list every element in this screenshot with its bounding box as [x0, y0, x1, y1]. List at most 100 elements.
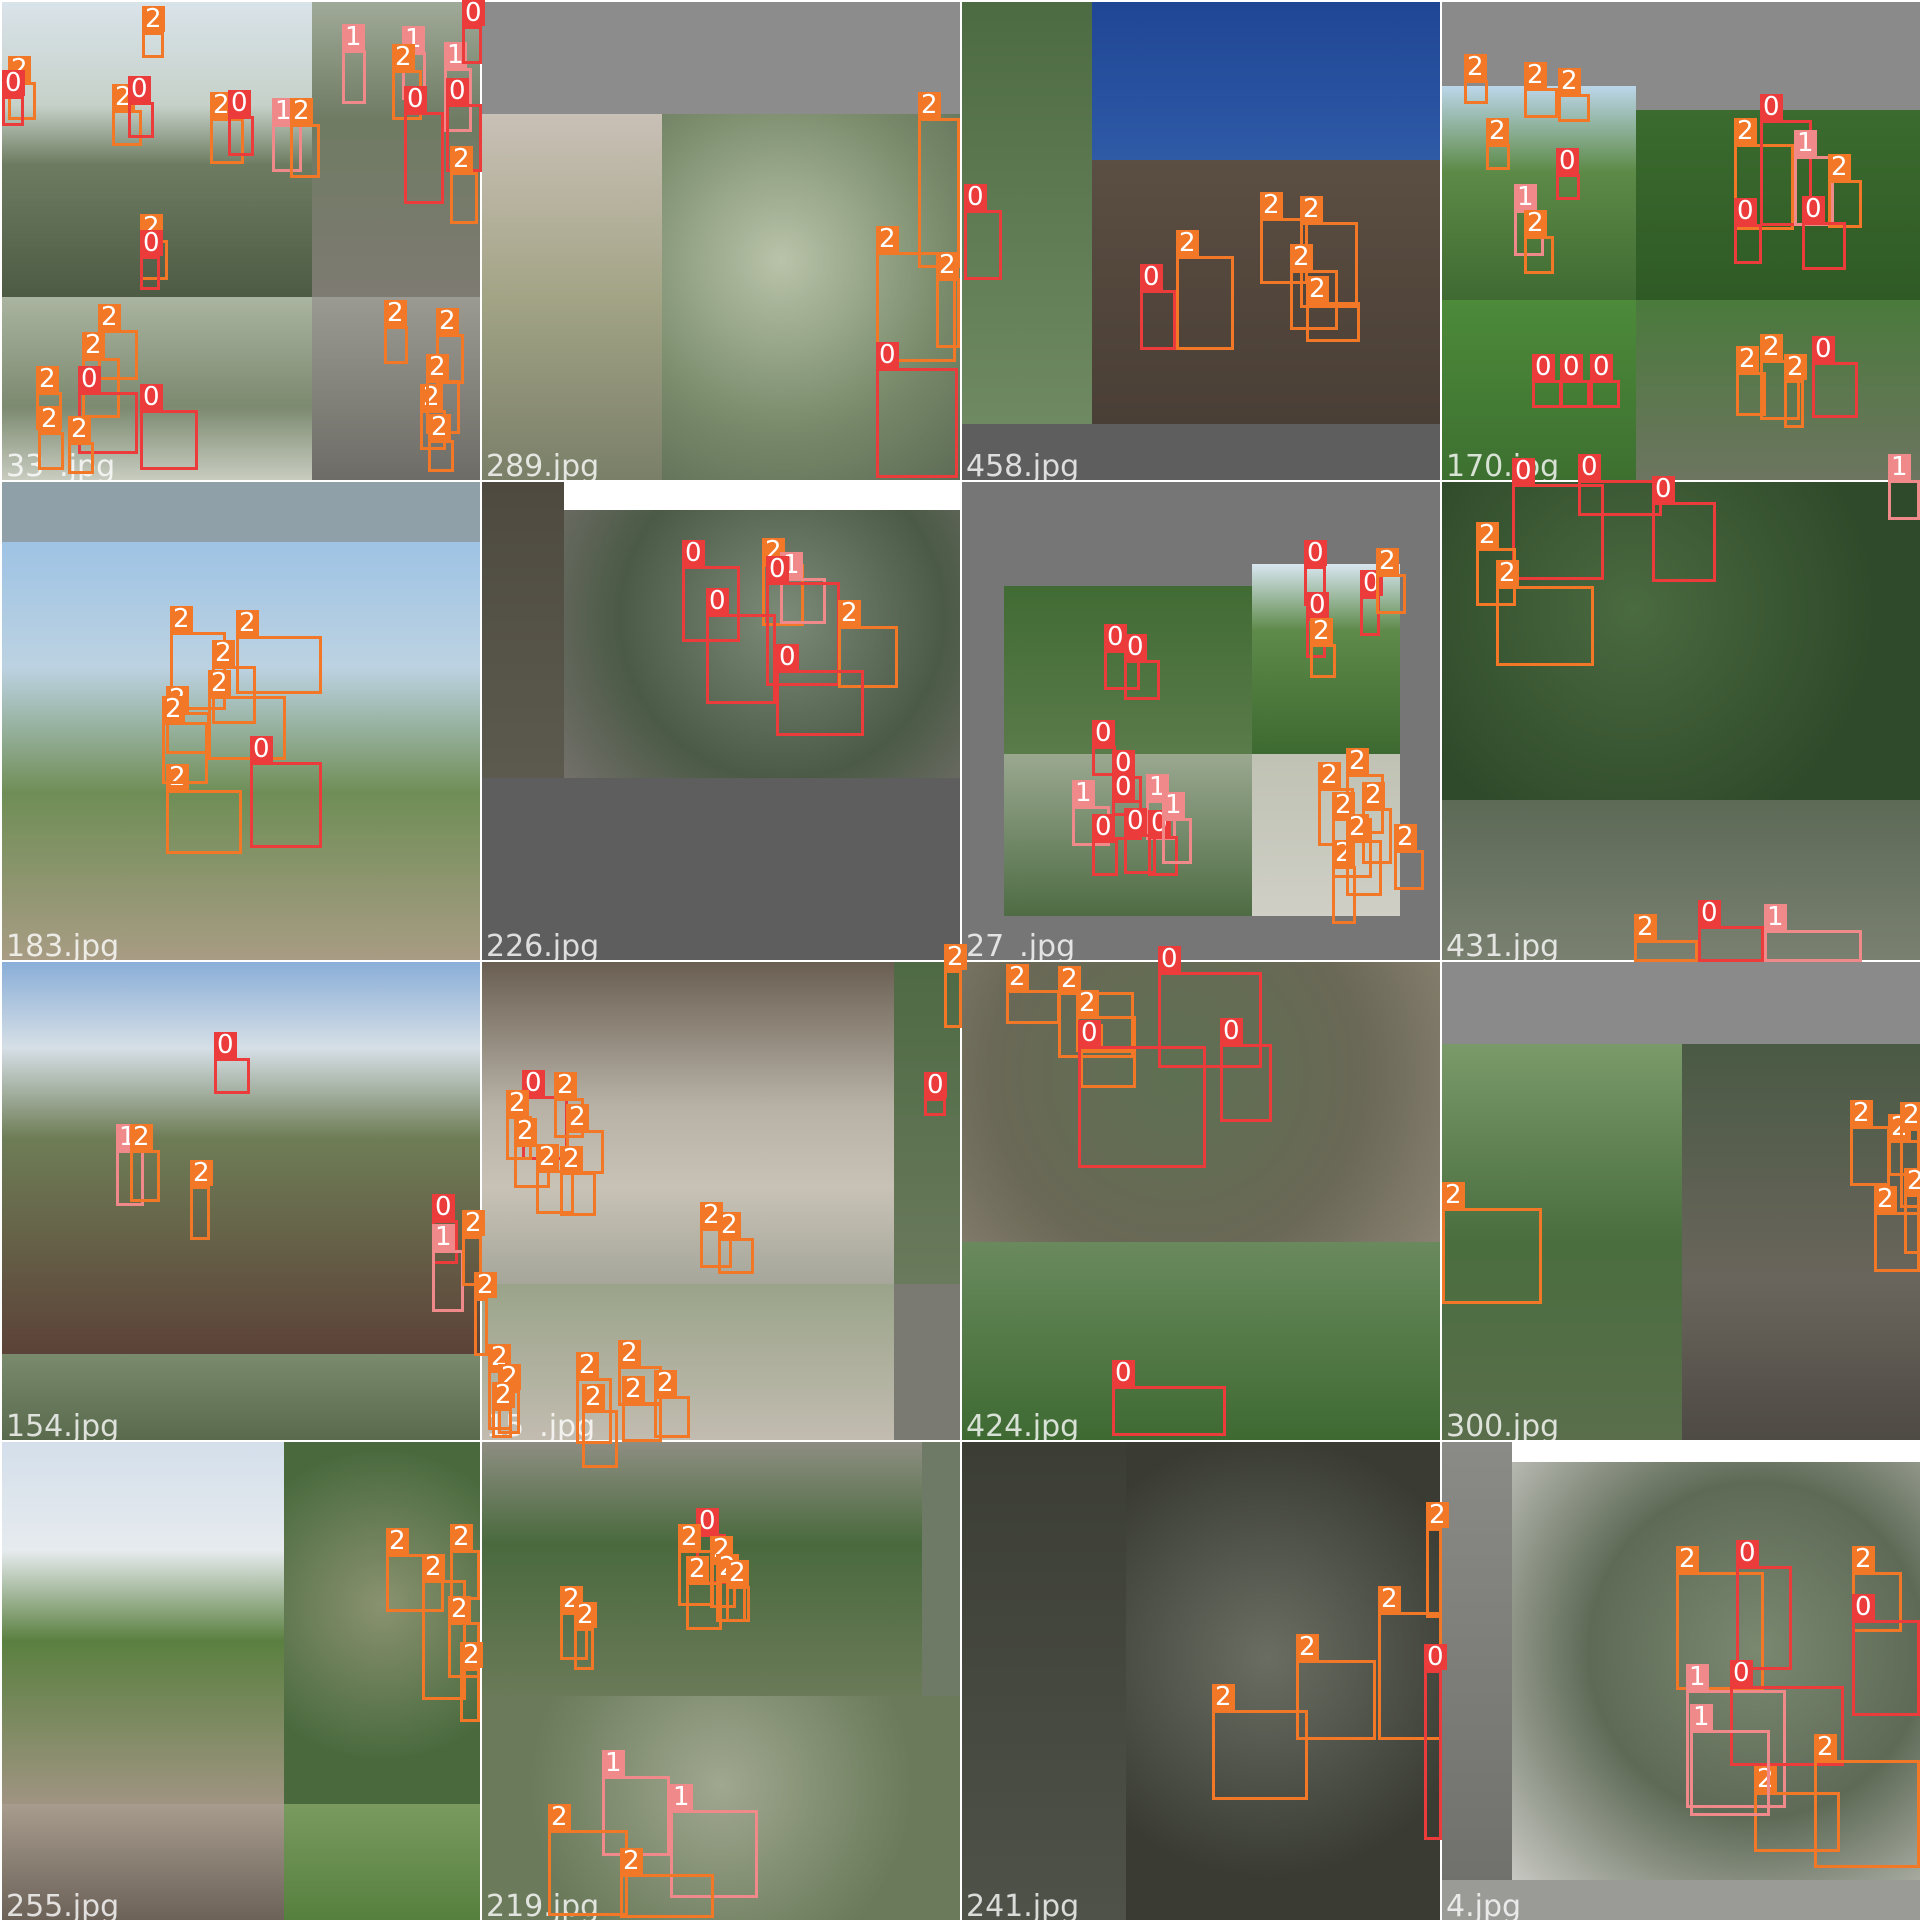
- detection-box: [1176, 256, 1234, 350]
- class-label: 2: [918, 92, 941, 119]
- detection-box: [236, 636, 322, 694]
- class-label: 0: [128, 76, 151, 103]
- class-label: 0: [1736, 1540, 1759, 1567]
- class-label: 2: [936, 252, 959, 279]
- class-label: 2: [142, 6, 165, 33]
- class-label: 2: [1558, 68, 1581, 95]
- class-label: 2: [838, 600, 861, 627]
- detection-box: [1112, 1386, 1226, 1436]
- class-label: 2: [1900, 1102, 1920, 1129]
- detection-box: [384, 326, 408, 364]
- detection-box: [1690, 1730, 1770, 1816]
- detection-box: [428, 440, 454, 472]
- detection-box: [1212, 1710, 1308, 1800]
- class-label: 2: [488, 1344, 511, 1371]
- detection-box: [342, 50, 366, 104]
- detection-box: [582, 1410, 618, 1468]
- detection-box: [1802, 222, 1846, 270]
- detection-box: [1140, 290, 1176, 350]
- tile-filename: 183.jpg: [6, 929, 120, 960]
- class-label: 2: [678, 1524, 701, 1551]
- class-label: 1: [1162, 792, 1185, 819]
- detection-box: [1486, 144, 1510, 170]
- detection-box: [1736, 1566, 1792, 1670]
- detection-box: [1812, 362, 1858, 418]
- detection-box: [1524, 236, 1554, 274]
- detection-box: [1124, 834, 1156, 874]
- detection-box: [1634, 940, 1698, 962]
- detection-box: [682, 566, 740, 642]
- tile-3: 458.jpg: [962, 2, 1440, 480]
- class-label: 1: [342, 24, 365, 51]
- class-label: 1: [670, 1784, 693, 1811]
- class-label: 1: [1764, 904, 1787, 931]
- tile-filename: 226.jpg: [486, 929, 600, 960]
- class-label: 0: [1730, 1660, 1753, 1687]
- class-label: 0: [766, 556, 789, 583]
- class-label: 2: [210, 92, 233, 119]
- class-label: 2: [386, 1528, 409, 1555]
- class-label: 1: [272, 98, 295, 125]
- detection-box: [1426, 1528, 1442, 1618]
- class-label: 0: [1590, 354, 1613, 381]
- class-label: 2: [460, 1642, 483, 1669]
- class-label: 2: [1260, 192, 1283, 219]
- detection-box: [1158, 972, 1262, 1068]
- class-label: 2: [576, 1352, 599, 1379]
- detection-box: [1512, 484, 1604, 580]
- detection-box: [1652, 502, 1716, 582]
- detection-box: [1360, 596, 1380, 636]
- class-label: 2: [618, 1340, 641, 1367]
- class-label: 2: [1476, 522, 1499, 549]
- tile-filename: 289.jpg: [486, 449, 600, 480]
- class-label: 0: [1124, 634, 1147, 661]
- class-label: 2: [1362, 782, 1385, 809]
- detection-box: [1814, 1760, 1920, 1868]
- class-label: 2: [1318, 762, 1341, 789]
- detection-box: [1442, 1208, 1542, 1304]
- detection-box: [1590, 380, 1620, 408]
- tile-11: 424.jpg: [962, 962, 1440, 1440]
- detection-box: [560, 1172, 596, 1216]
- detection-box: [936, 278, 960, 348]
- detection-box: [1104, 650, 1140, 690]
- detection-box: [1784, 380, 1804, 428]
- tile-filename: 33_.jpg: [6, 449, 116, 480]
- class-label: 0: [1306, 592, 1329, 619]
- detection-box: [1852, 1620, 1920, 1716]
- tile-4: 170.jpg: [1442, 2, 1920, 480]
- class-label: 2: [190, 1160, 213, 1187]
- detection-box: [140, 410, 198, 470]
- class-label: 2: [1760, 334, 1783, 361]
- class-label: 2: [1736, 346, 1759, 373]
- detection-box: [386, 1554, 444, 1612]
- class-label: 0: [446, 78, 469, 105]
- class-label: 0: [1578, 454, 1601, 481]
- class-label: 2: [36, 366, 59, 393]
- detection-box: [1736, 372, 1766, 416]
- tile-10: 15_.jpg: [482, 962, 960, 1440]
- class-label: 2: [492, 1382, 515, 1409]
- detection-box: [492, 1408, 512, 1438]
- class-label: 0: [1124, 808, 1147, 835]
- class-label: 2: [1464, 54, 1487, 81]
- class-label: 2: [130, 1124, 153, 1151]
- class-label: 2: [1828, 154, 1851, 181]
- class-label: 0: [1512, 458, 1535, 485]
- class-label: 2: [574, 1602, 597, 1629]
- class-label: 2: [1394, 824, 1417, 851]
- tile-6: 226.jpg: [482, 482, 960, 960]
- detection-box: [68, 442, 94, 474]
- detection-box: [706, 614, 776, 704]
- class-label: 2: [474, 1272, 497, 1299]
- class-label: 0: [876, 342, 899, 369]
- detection-box: [250, 762, 322, 848]
- class-label: 2: [620, 1848, 643, 1875]
- detection-box: [944, 970, 962, 1028]
- class-label: 2: [236, 610, 259, 637]
- tile-15: 241.jpg: [962, 1442, 1440, 1920]
- class-label: 0: [696, 1508, 719, 1535]
- class-label: 2: [1378, 1586, 1401, 1613]
- class-label: 2: [1346, 748, 1369, 775]
- detection-box: [130, 1150, 160, 1202]
